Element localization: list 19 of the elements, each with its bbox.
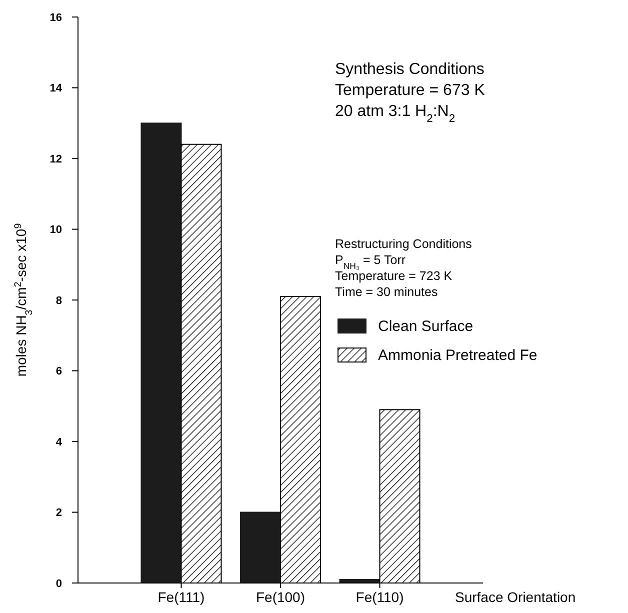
y-tick-label: 14 bbox=[50, 82, 63, 95]
y-tick-label: 10 bbox=[50, 224, 62, 236]
y-tick-label: 8 bbox=[56, 294, 62, 307]
y-tick-label: 16 bbox=[50, 12, 62, 24]
legend-label: Ammonia Pretreated Fe bbox=[378, 347, 538, 364]
bar bbox=[140, 122, 182, 584]
x-tick-label: Fe(110) bbox=[356, 589, 404, 605]
y-tick-label: 6 bbox=[56, 366, 62, 378]
y-tick-label: 2 bbox=[56, 507, 62, 520]
annotation: Restructuring Conditions P$_{NH₃}$ = 5 Torr Temperature = 723 K Time = 30 minutes bbox=[335, 237, 472, 299]
x-tick-label: Fe(100) bbox=[256, 589, 306, 605]
x-tick-label: Fe(111) bbox=[158, 589, 205, 605]
y-tick-label: 12 bbox=[50, 153, 62, 166]
y-tick-label: 0 bbox=[56, 578, 62, 590]
x-axis-title: Surface Orientation bbox=[455, 589, 576, 605]
bar bbox=[240, 512, 281, 584]
legend-label: Clean Surface bbox=[378, 318, 474, 335]
y-tick-label: 4 bbox=[56, 436, 63, 448]
annotation: Synthesis Conditions Temperature = 673 K 20 atm 3:1 H$_{2}$:N$_{2}$ bbox=[335, 61, 486, 125]
